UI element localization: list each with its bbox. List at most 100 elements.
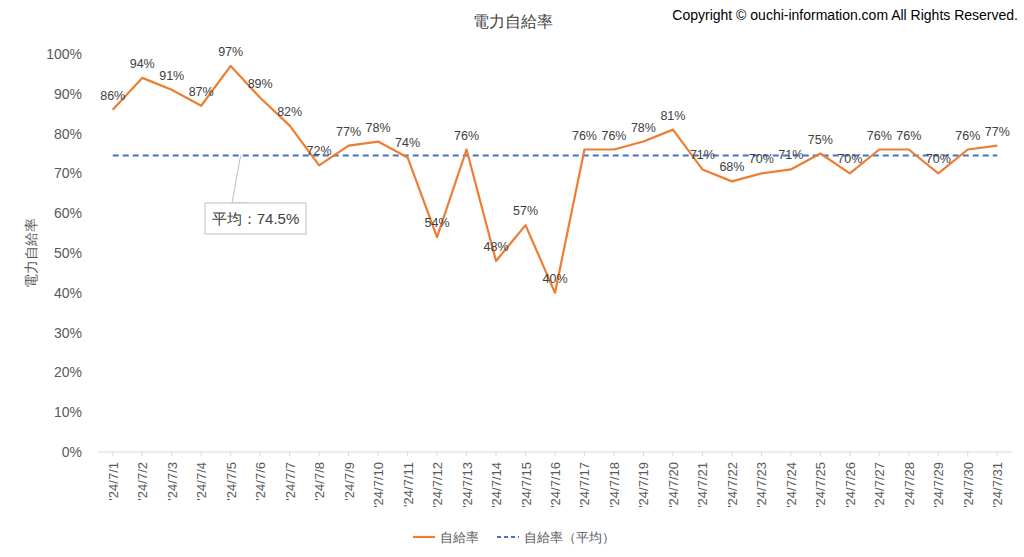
data-label: 94% — [130, 57, 155, 71]
legend-swatch — [413, 536, 435, 538]
x-tick — [348, 452, 349, 456]
x-tick — [407, 452, 408, 456]
legend-label: 自給率 — [440, 530, 479, 545]
x-tick — [908, 452, 909, 456]
y-tick-label: 30% — [54, 325, 82, 341]
x-tick-label: '24/7/22 — [725, 462, 740, 508]
y-tick-label: 40% — [54, 285, 82, 301]
data-label: 76% — [867, 129, 892, 143]
y-tick-label: 70% — [54, 165, 82, 181]
data-label: 82% — [277, 105, 302, 119]
x-tick-label: '24/7/8 — [312, 462, 327, 501]
x-tick — [171, 452, 172, 456]
y-tick-label: 90% — [54, 86, 82, 102]
data-label: 48% — [484, 240, 509, 254]
data-label: 76% — [454, 129, 479, 143]
x-tick-label: '24/7/28 — [902, 462, 917, 508]
x-tick-label: '24/7/12 — [430, 462, 445, 508]
x-tick-label: '24/7/14 — [489, 462, 504, 508]
x-tick-label: '24/7/27 — [872, 462, 887, 508]
data-label: 70% — [926, 152, 951, 166]
x-tick — [378, 452, 379, 456]
x-tick — [289, 452, 290, 456]
legend-label: 自給率（平均） — [524, 530, 615, 545]
data-label: 81% — [660, 109, 685, 123]
x-tick-label: '24/7/1 — [106, 462, 121, 501]
x-tick — [112, 452, 113, 456]
x-tick-label: '24/7/15 — [519, 462, 534, 508]
data-label: 40% — [542, 272, 567, 286]
x-tick — [496, 452, 497, 456]
x-tick-label: '24/7/10 — [371, 462, 386, 508]
x-tick — [967, 452, 968, 456]
series-line — [113, 154, 998, 156]
x-tick — [849, 452, 850, 456]
x-tick — [584, 452, 585, 456]
x-tick — [142, 452, 143, 456]
x-tick-label: '24/7/20 — [666, 462, 681, 508]
data-label: 78% — [631, 121, 656, 135]
x-tick-label: '24/7/5 — [224, 462, 239, 501]
x-tick — [672, 452, 673, 456]
x-tick-label: '24/7/26 — [843, 462, 858, 508]
x-tick — [613, 452, 614, 456]
data-label: 70% — [837, 152, 862, 166]
x-tick-label: '24/7/21 — [695, 462, 710, 508]
y-tick-label: 20% — [54, 364, 82, 380]
y-tick-label: 100% — [46, 46, 82, 62]
x-tick — [879, 452, 880, 456]
data-label: 54% — [425, 216, 450, 230]
x-tick-label: '24/7/13 — [460, 462, 475, 508]
x-tick — [643, 452, 644, 456]
y-tick-label: 50% — [54, 245, 82, 261]
y-tick-label: 80% — [54, 126, 82, 142]
x-tick — [260, 452, 261, 456]
x-tick-label: '24/7/18 — [607, 462, 622, 508]
data-label: 76% — [896, 129, 921, 143]
x-tick — [201, 452, 202, 456]
title: 電力自給率 — [473, 13, 553, 30]
x-tick — [702, 452, 703, 456]
x-tick-label: '24/7/17 — [577, 462, 592, 508]
data-label: 86% — [100, 89, 125, 103]
annotation: 平均：74.5% — [212, 210, 300, 227]
x-tick — [437, 452, 438, 456]
x-tick-label: '24/7/16 — [548, 462, 563, 508]
x-tick — [997, 452, 998, 456]
y-tick-label: 0% — [62, 444, 82, 460]
data-label: 74% — [395, 136, 420, 150]
x-tick-label: '24/7/4 — [194, 462, 209, 501]
x-tick — [820, 452, 821, 456]
data-label: 70% — [749, 152, 774, 166]
x-tick-label: '24/7/11 — [401, 462, 416, 507]
data-label: 57% — [513, 204, 538, 218]
x-tick — [319, 452, 320, 456]
x-tick — [790, 452, 791, 456]
data-label: 68% — [719, 160, 744, 174]
data-label: 75% — [808, 133, 833, 147]
data-label: 97% — [218, 45, 243, 59]
x-tick-label: '24/7/30 — [961, 462, 976, 508]
data-label: 76% — [572, 129, 597, 143]
data-label: 91% — [159, 69, 184, 83]
data-label: 71% — [778, 148, 803, 162]
x-tick-label: '24/7/23 — [754, 462, 769, 508]
data-label: 77% — [985, 125, 1010, 139]
x-tick — [230, 452, 231, 456]
x-tick-label: '24/7/6 — [253, 462, 268, 501]
x-tick-label: '24/7/2 — [135, 462, 150, 501]
data-label: 77% — [336, 125, 361, 139]
x-tick-label: '24/7/24 — [784, 462, 799, 508]
x-tick — [731, 452, 732, 456]
legend-swatch — [497, 536, 519, 538]
data-label: 87% — [189, 85, 214, 99]
plot-area — [113, 66, 998, 293]
legend: 自給率 自給率（平均） — [413, 530, 615, 545]
x-tick-label: '24/7/25 — [813, 462, 828, 508]
y-tick-label: 10% — [54, 404, 82, 420]
x-tick — [761, 452, 762, 456]
x-tick — [555, 452, 556, 456]
x-tick — [525, 452, 526, 456]
data-label: 76% — [955, 129, 980, 143]
x-tick-label: '24/7/9 — [342, 462, 357, 501]
